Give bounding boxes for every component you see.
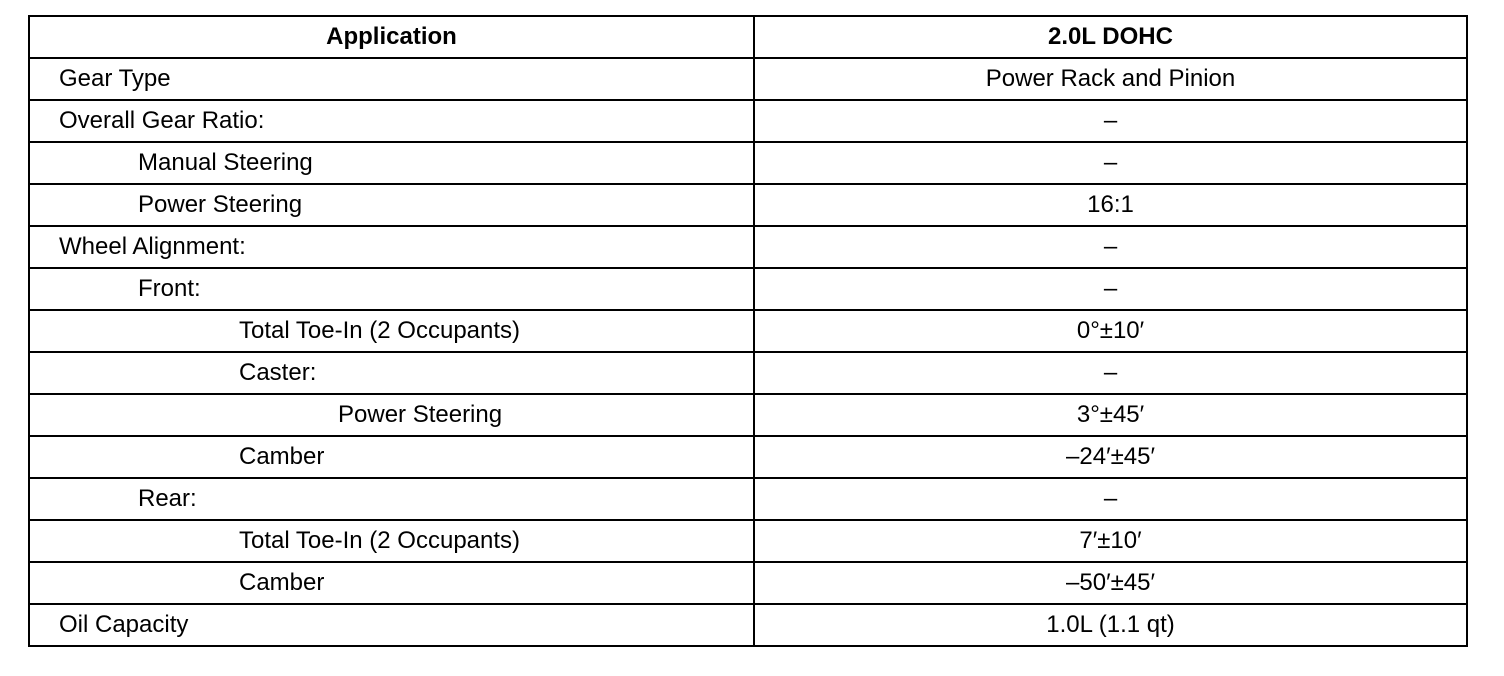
table-row: Overall Gear Ratio: – xyxy=(28,99,1468,143)
table-row: Camber –24′±45′ xyxy=(28,435,1468,479)
row-value: – xyxy=(753,99,1468,143)
row-value: 3°±45′ xyxy=(753,393,1468,437)
row-value: 16:1 xyxy=(753,183,1468,227)
table-row: Front: – xyxy=(28,267,1468,311)
row-value: – xyxy=(753,351,1468,395)
row-label: Total Toe-In (2 Occupants) xyxy=(28,519,755,563)
row-label: Manual Steering xyxy=(28,141,755,185)
table-row: Camber –50′±45′ xyxy=(28,561,1468,605)
row-value: – xyxy=(753,225,1468,269)
row-label: Power Steering xyxy=(28,183,755,227)
table-row: Total Toe-In (2 Occupants) 7′±10′ xyxy=(28,519,1468,563)
table-row: Caster: – xyxy=(28,351,1468,395)
row-label: Rear: xyxy=(28,477,755,521)
table-row: Power Steering 16:1 xyxy=(28,183,1468,227)
header-engine: 2.0L DOHC xyxy=(753,15,1468,59)
row-label: Camber xyxy=(28,435,755,479)
row-label: Gear Type xyxy=(28,57,755,101)
table-row: Total Toe-In (2 Occupants) 0°±10′ xyxy=(28,309,1468,353)
row-label: Oil Capacity xyxy=(28,603,755,647)
row-value: – xyxy=(753,141,1468,185)
table-row: Gear Type Power Rack and Pinion xyxy=(28,57,1468,101)
row-value: 1.0L (1.1 qt) xyxy=(753,603,1468,647)
row-value: –50′±45′ xyxy=(753,561,1468,605)
table-row: Power Steering 3°±45′ xyxy=(28,393,1468,437)
row-label: Total Toe-In (2 Occupants) xyxy=(28,309,755,353)
row-value: Power Rack and Pinion xyxy=(753,57,1468,101)
row-value: –24′±45′ xyxy=(753,435,1468,479)
row-label: Overall Gear Ratio: xyxy=(28,99,755,143)
row-label: Wheel Alignment: xyxy=(28,225,755,269)
row-label: Caster: xyxy=(28,351,755,395)
table-row: Rear: – xyxy=(28,477,1468,521)
table-header-row: Application 2.0L DOHC xyxy=(28,15,1468,59)
header-application: Application xyxy=(28,15,755,59)
steering-specifications-table: Application 2.0L DOHC Gear Type Power Rac… xyxy=(28,15,1468,647)
row-value: 0°±10′ xyxy=(753,309,1468,353)
row-label: Camber xyxy=(28,561,755,605)
row-value: – xyxy=(753,267,1468,311)
table-row: Oil Capacity 1.0L (1.1 qt) xyxy=(28,603,1468,647)
table-row: Manual Steering – xyxy=(28,141,1468,185)
row-value: 7′±10′ xyxy=(753,519,1468,563)
table-row: Wheel Alignment: – xyxy=(28,225,1468,269)
row-value: – xyxy=(753,477,1468,521)
row-label: Power Steering xyxy=(28,393,755,437)
row-label: Front: xyxy=(28,267,755,311)
